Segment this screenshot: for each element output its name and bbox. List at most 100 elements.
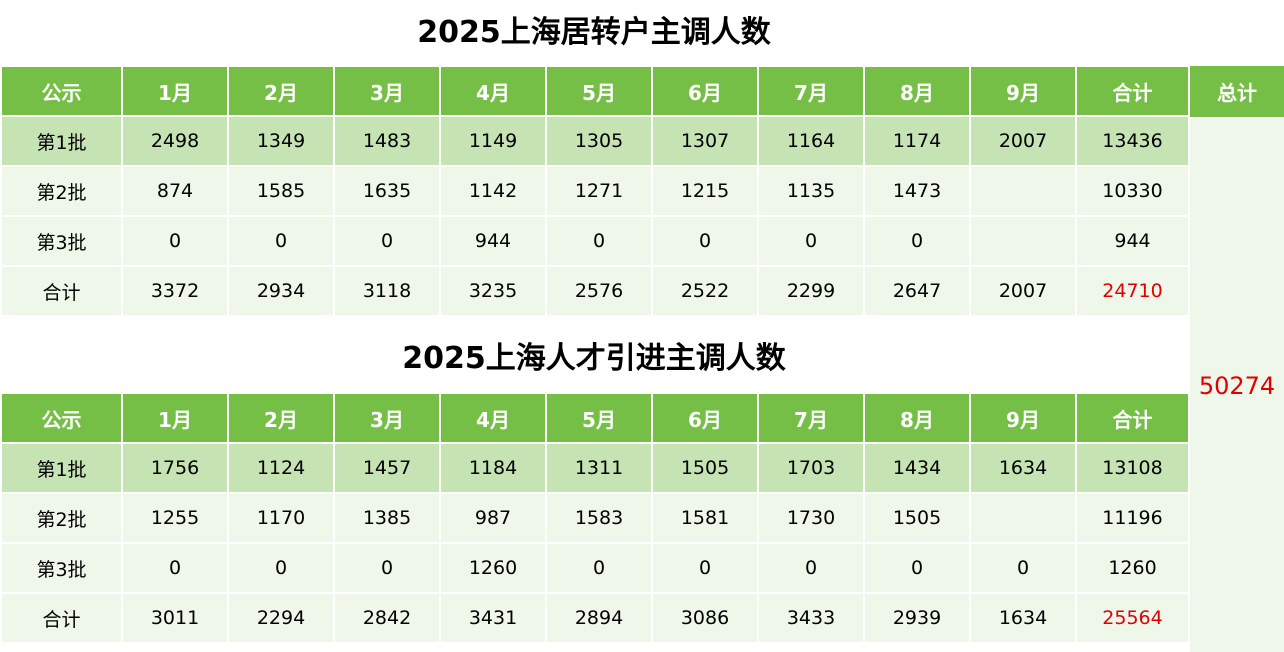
table-cell[interactable]: 2498 (121, 115, 229, 167)
table-cell[interactable]: 1483 (333, 115, 441, 167)
table-cell[interactable]: 3433 (757, 592, 865, 644)
table-cell[interactable]: 13436 (1075, 115, 1190, 167)
table-cell[interactable]: 1581 (651, 492, 759, 544)
table-cell[interactable]: 1184 (439, 442, 547, 494)
table-cell[interactable]: 11196 (1075, 492, 1190, 544)
table-cell[interactable]: 2647 (863, 265, 971, 317)
table-cell[interactable]: 1142 (439, 165, 547, 217)
column-header[interactable]: 2月 (227, 392, 335, 444)
column-header[interactable]: 8月 (863, 392, 971, 444)
column-header[interactable]: 5月 (545, 65, 653, 117)
table-cell[interactable]: 1730 (757, 492, 865, 544)
column-header[interactable]: 1月 (121, 392, 229, 444)
table-cell[interactable]: 1311 (545, 442, 653, 494)
table-cell[interactable]: 2294 (227, 592, 335, 644)
table-cell[interactable]: 25564 (1075, 592, 1190, 644)
column-header[interactable]: 合计 (1075, 392, 1190, 444)
table-cell[interactable]: 1703 (757, 442, 865, 494)
table-cell[interactable]: 2842 (333, 592, 441, 644)
column-header[interactable]: 9月 (969, 65, 1077, 117)
table-cell[interactable]: 1305 (545, 115, 653, 167)
table-cell[interactable]: 2894 (545, 592, 653, 644)
table-cell[interactable]: 1149 (439, 115, 547, 167)
table-cell[interactable]: 1756 (121, 442, 229, 494)
table-cell[interactable] (969, 215, 1077, 267)
table-cell[interactable]: 944 (439, 215, 547, 267)
table-cell[interactable]: 0 (333, 542, 441, 594)
table-cell[interactable]: 1583 (545, 492, 653, 544)
table-cell[interactable]: 0 (863, 215, 971, 267)
table-cell[interactable]: 0 (545, 215, 653, 267)
column-header[interactable]: 公示 (0, 65, 123, 117)
table-cell[interactable]: 1385 (333, 492, 441, 544)
table-cell[interactable]: 2939 (863, 592, 971, 644)
table-cell[interactable]: 0 (757, 542, 865, 594)
column-header[interactable]: 4月 (439, 392, 547, 444)
table-cell[interactable]: 3235 (439, 265, 547, 317)
row-label-cell[interactable]: 第3批 (0, 542, 123, 594)
column-header[interactable]: 6月 (651, 65, 759, 117)
column-header[interactable]: 6月 (651, 392, 759, 444)
column-header[interactable]: 3月 (333, 65, 441, 117)
table-cell[interactable]: 3011 (121, 592, 229, 644)
row-label-cell[interactable]: 第1批 (0, 442, 123, 494)
table-cell[interactable]: 1260 (1075, 542, 1190, 594)
table-cell[interactable]: 0 (651, 215, 759, 267)
table-cell[interactable]: 3431 (439, 592, 547, 644)
column-header[interactable]: 4月 (439, 65, 547, 117)
table-cell[interactable]: 1634 (969, 592, 1077, 644)
table-cell[interactable]: 874 (121, 165, 229, 217)
table-cell[interactable]: 1457 (333, 442, 441, 494)
row-label-cell[interactable]: 合计 (0, 265, 123, 317)
table-cell[interactable]: 1124 (227, 442, 335, 494)
column-header[interactable]: 1月 (121, 65, 229, 117)
table-cell[interactable]: 1174 (863, 115, 971, 167)
row-label-cell[interactable]: 第2批 (0, 492, 123, 544)
table-cell[interactable]: 1349 (227, 115, 335, 167)
table-cell[interactable]: 0 (863, 542, 971, 594)
table-cell[interactable] (969, 492, 1077, 544)
table-cell[interactable]: 1164 (757, 115, 865, 167)
table-cell[interactable]: 1434 (863, 442, 971, 494)
table-cell[interactable]: 0 (969, 542, 1077, 594)
table-cell[interactable]: 0 (227, 215, 335, 267)
table-cell[interactable]: 1260 (439, 542, 547, 594)
table-cell[interactable]: 10330 (1075, 165, 1190, 217)
table-cell[interactable]: 2934 (227, 265, 335, 317)
table-cell[interactable]: 987 (439, 492, 547, 544)
table-cell[interactable]: 2522 (651, 265, 759, 317)
table-cell[interactable]: 24710 (1075, 265, 1190, 317)
table-cell[interactable]: 0 (757, 215, 865, 267)
table-cell[interactable]: 1473 (863, 165, 971, 217)
column-header[interactable]: 7月 (757, 65, 865, 117)
column-header[interactable]: 2月 (227, 65, 335, 117)
table-cell[interactable]: 2007 (969, 265, 1077, 317)
row-label-cell[interactable]: 合计 (0, 592, 123, 644)
table-cell[interactable]: 1170 (227, 492, 335, 544)
table-cell[interactable]: 944 (1075, 215, 1190, 267)
grand-total-header[interactable]: 总计 (1190, 66, 1284, 117)
table-cell[interactable]: 1634 (969, 442, 1077, 494)
table-cell[interactable]: 1135 (757, 165, 865, 217)
column-header[interactable]: 9月 (969, 392, 1077, 444)
row-label-cell[interactable]: 第2批 (0, 165, 123, 217)
table-cell[interactable]: 1635 (333, 165, 441, 217)
table-cell[interactable]: 1307 (651, 115, 759, 167)
table-cell[interactable]: 2576 (545, 265, 653, 317)
table-cell[interactable]: 1255 (121, 492, 229, 544)
table-cell[interactable]: 0 (121, 542, 229, 594)
column-header[interactable]: 合计 (1075, 65, 1190, 117)
row-label-cell[interactable]: 第1批 (0, 115, 123, 167)
table-cell[interactable]: 1505 (863, 492, 971, 544)
table-cell[interactable]: 2299 (757, 265, 865, 317)
table-cell[interactable]: 3086 (651, 592, 759, 644)
column-header[interactable]: 7月 (757, 392, 865, 444)
table-cell[interactable]: 0 (651, 542, 759, 594)
table-cell[interactable]: 1505 (651, 442, 759, 494)
table-cell[interactable]: 1585 (227, 165, 335, 217)
table-cell[interactable]: 2007 (969, 115, 1077, 167)
table-cell[interactable]: 0 (121, 215, 229, 267)
table-cell[interactable]: 0 (227, 542, 335, 594)
table-cell[interactable]: 1271 (545, 165, 653, 217)
column-header[interactable]: 3月 (333, 392, 441, 444)
